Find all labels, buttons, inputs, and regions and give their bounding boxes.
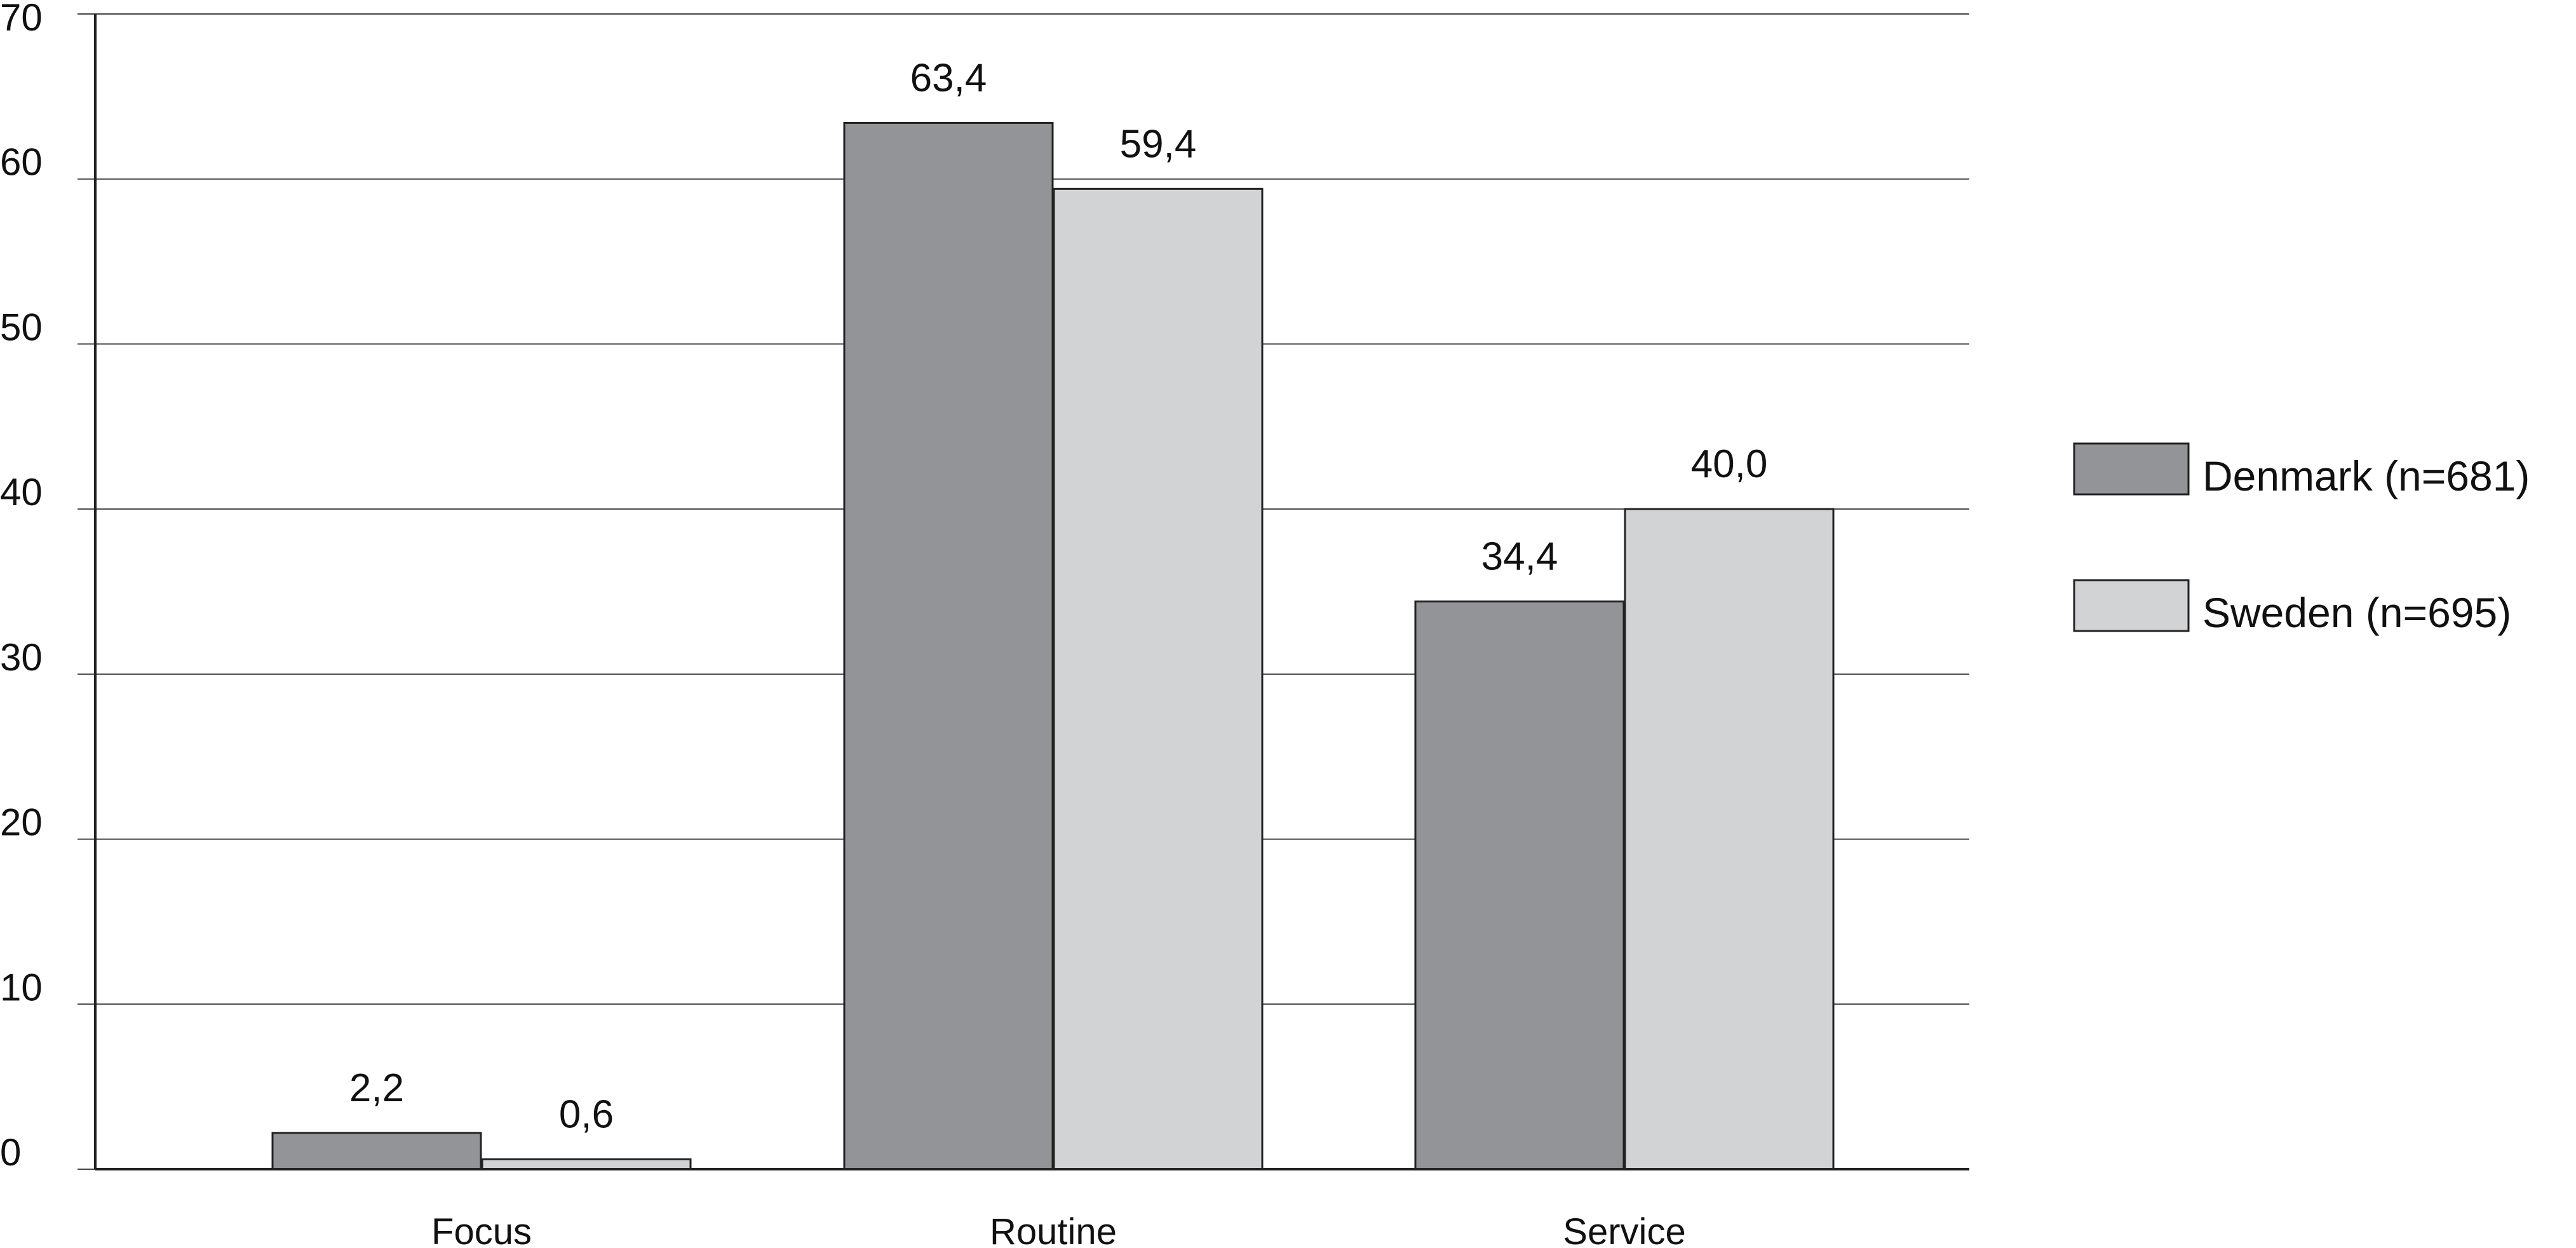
bars (271, 121, 1835, 1170)
data-label: 63,4 (910, 56, 987, 100)
axes (94, 14, 1969, 1170)
category-label: Service (1563, 1211, 1685, 1248)
y-tick-label: 60 (0, 141, 43, 184)
data-label: 0,6 (559, 1092, 614, 1136)
data-label: 59,4 (1120, 122, 1197, 166)
category-label: Focus (431, 1211, 532, 1248)
y-tick-label: 0 (0, 1131, 21, 1174)
legend-label: Denmark (n=681) (2202, 452, 2530, 499)
legend-label: Sweden (n=695) (2202, 589, 2511, 636)
data-labels: 2,2 0,6 63,4 59,4 34,4 40,0 (349, 56, 1767, 1136)
bar (271, 1132, 482, 1170)
x-axis-categories: Focus Routine Service (431, 1211, 1686, 1248)
legend-swatch (2073, 442, 2190, 496)
data-label: 2,2 (349, 1066, 404, 1110)
y-tick-label: 10 (0, 966, 43, 1008)
y-tick-label: 40 (0, 471, 43, 513)
y-tick-label: 30 (0, 636, 43, 679)
bar (1414, 600, 1625, 1170)
bar (843, 121, 1054, 1170)
data-label: 34,4 (1481, 535, 1558, 579)
y-axis-ticks: 0 10 20 30 40 50 60 70 (0, 0, 43, 1174)
data-label: 40,0 (1691, 442, 1768, 486)
bar (1053, 187, 1264, 1170)
y-tick-label: 70 (0, 0, 43, 39)
legend-swatch (2073, 579, 2190, 632)
y-tick-label: 50 (0, 306, 43, 348)
y-tick-label: 20 (0, 801, 43, 844)
bar (1624, 508, 1835, 1170)
bar (481, 1158, 692, 1170)
category-label: Routine (990, 1211, 1117, 1248)
legend: Denmark (n=681) Sweden (n=695) (2073, 442, 2530, 636)
